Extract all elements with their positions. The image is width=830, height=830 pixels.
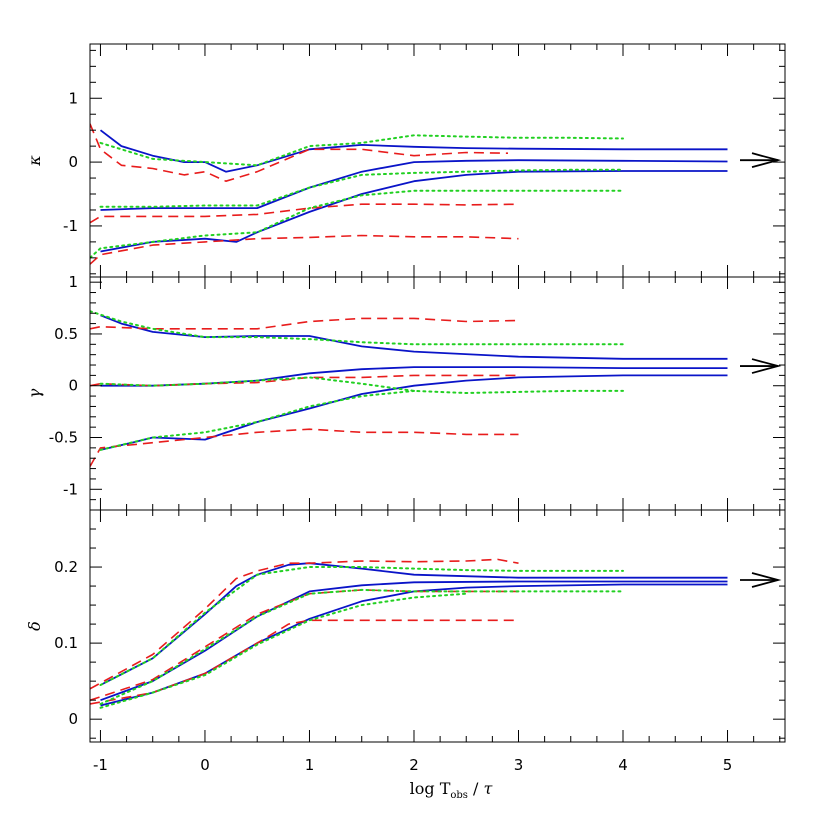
x-tick-label: 2	[409, 756, 419, 774]
series-dashed-4	[90, 558, 519, 690]
series-dashed-4	[90, 123, 509, 182]
series-dashed-6	[90, 234, 519, 265]
series-dotted-7	[99, 566, 624, 686]
panel-1: -1 0 1 κ	[25, 43, 786, 278]
series-solid-2	[100, 366, 728, 387]
series-dotted-7	[99, 134, 624, 167]
y-tick-label: 0	[68, 377, 78, 395]
series-dashed-5	[90, 589, 519, 701]
y-axis-label: δ	[25, 621, 44, 631]
x-tick-label: 5	[723, 756, 733, 774]
y-tick-label: 0.1	[54, 634, 78, 652]
x-tick-label: 1	[305, 756, 315, 774]
series-solid-3	[100, 583, 728, 707]
series-dashed-6	[90, 619, 519, 705]
x-tick-label: 3	[514, 756, 524, 774]
y-axis-label: γ	[25, 388, 44, 398]
series-solid-1	[100, 314, 728, 360]
series-dashed-4	[90, 317, 519, 330]
series-group	[90, 558, 728, 709]
x-tick-label: 4	[618, 756, 628, 774]
series-dotted-8	[99, 376, 624, 394]
series-dotted-9	[99, 389, 415, 451]
series-dotted-9	[90, 189, 624, 259]
asymptote-arrow-head	[751, 572, 782, 588]
series-solid-1	[99, 129, 728, 173]
y-tick-label: 1	[68, 273, 78, 291]
series-dotted-8	[99, 168, 624, 208]
series-solid-3	[100, 170, 728, 253]
asymptote-arrow-head	[751, 152, 782, 169]
series-dashed-5	[90, 203, 519, 224]
x-axis-label: log Tobs / τ	[410, 779, 494, 801]
y-tick-label: 0	[68, 153, 78, 171]
y-tick-label: 0.5	[54, 325, 78, 343]
series-dotted-9	[99, 592, 468, 709]
series-dotted-8	[99, 588, 624, 705]
series-dotted-7	[90, 310, 624, 346]
y-tick-label: -0.5	[49, 429, 78, 447]
panel-frame	[89, 276, 786, 511]
panel-3: 0 0.1 0.2 δ	[25, 509, 786, 743]
y-tick-label: -1	[63, 480, 78, 498]
panel-frame	[89, 509, 786, 743]
series-group	[90, 310, 728, 467]
y-axis-label: κ	[25, 155, 44, 167]
asymptote-arrow-head	[751, 358, 782, 374]
series-solid-2	[100, 580, 728, 702]
series-solid-2	[100, 159, 728, 211]
y-tick-label: 0.2	[54, 558, 78, 576]
y-tick-label: 0	[68, 710, 78, 728]
y-tick-label: 1	[68, 89, 78, 107]
y-tick-label: -1	[63, 217, 78, 235]
panel-2: -1 -0.5 0 0.5 1 γ	[25, 273, 786, 511]
plot-area: -1 0 1 κ -1 -0.5 0 0.5 1 γ 0 0.1 0.2 δ -1 0 1 2 3 4 5	[25, 43, 786, 774]
series-dashed-6	[90, 428, 519, 467]
series-group	[90, 123, 728, 265]
x-tick-label: -1	[93, 756, 108, 774]
x-tick-label: 0	[200, 756, 210, 774]
